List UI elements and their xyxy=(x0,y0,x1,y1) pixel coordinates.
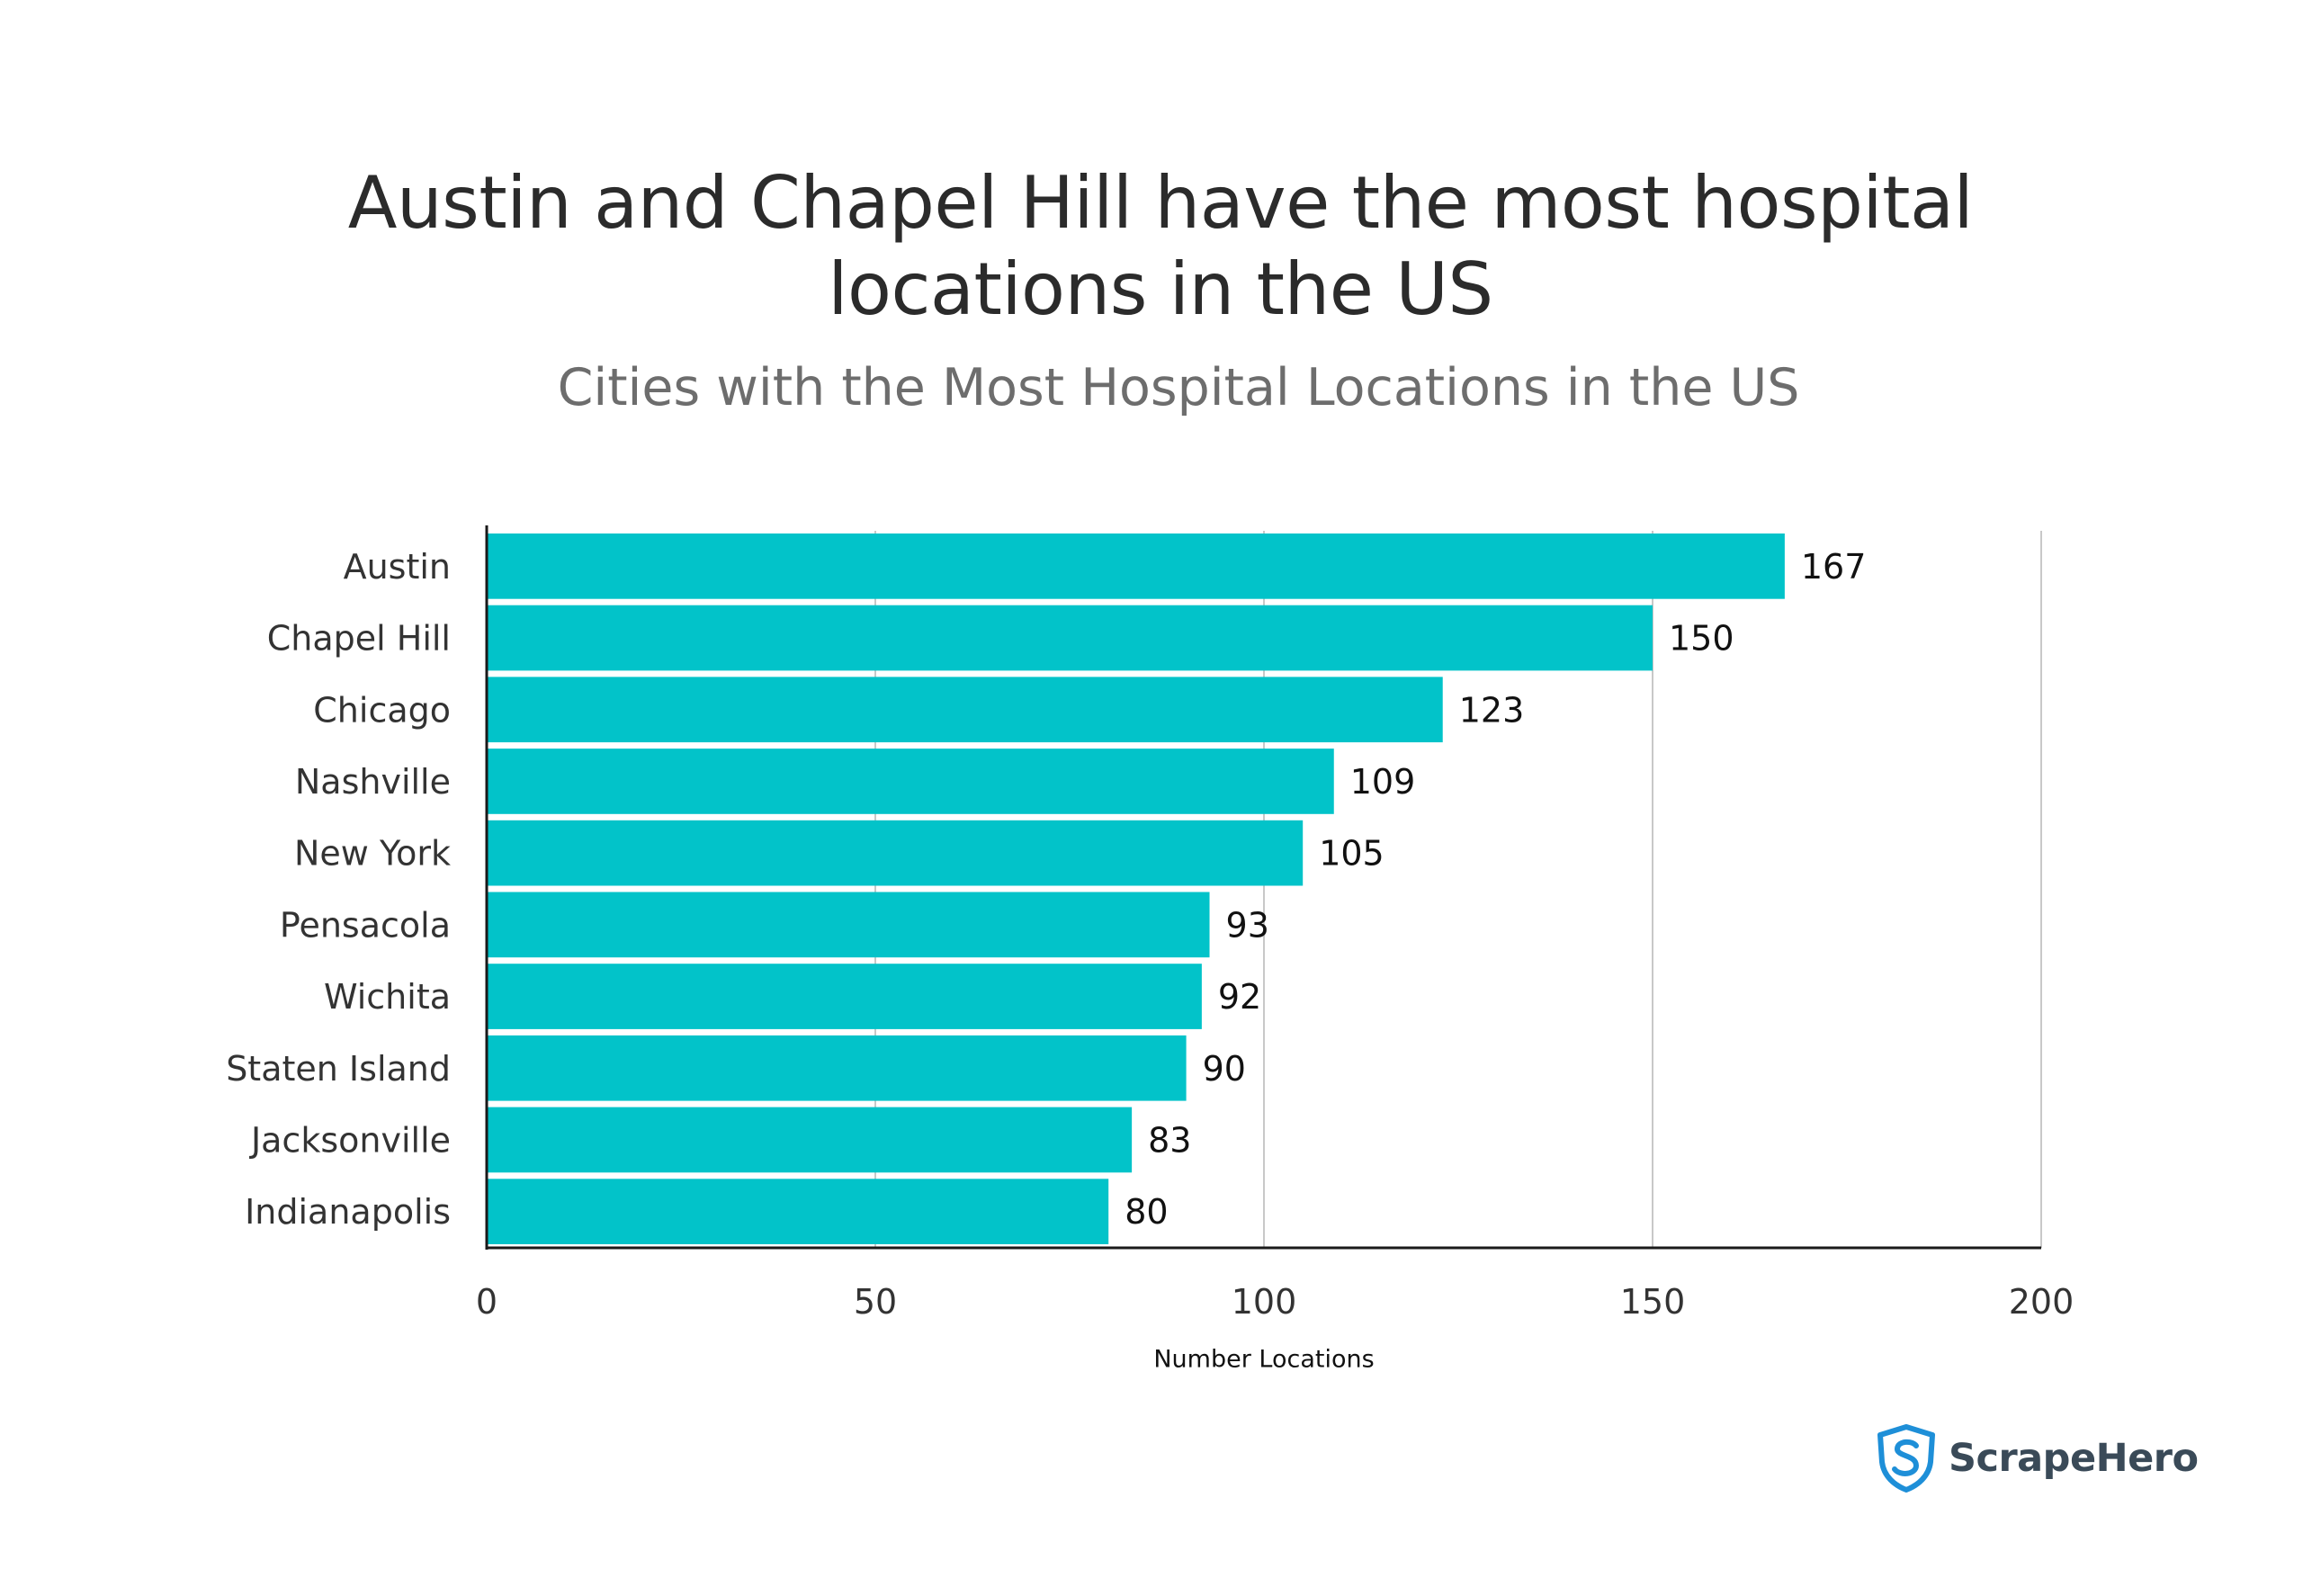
bar-nashville xyxy=(487,749,1334,814)
value-label: 167 xyxy=(1801,547,1867,587)
bar-new-york xyxy=(487,820,1304,886)
category-label: Wichita xyxy=(324,977,451,1017)
bar-chicago xyxy=(487,677,1443,743)
value-label: 90 xyxy=(1203,1049,1246,1089)
value-label: 80 xyxy=(1125,1192,1168,1232)
bar-chapel-hill xyxy=(487,605,1653,671)
category-label: Indianapolis xyxy=(245,1192,451,1232)
x-tick-label: 150 xyxy=(1620,1282,1686,1322)
value-label: 105 xyxy=(1319,834,1384,874)
x-tick-label: 100 xyxy=(1232,1282,1297,1322)
category-label: Jacksonville xyxy=(249,1120,451,1160)
category-label: Nashville xyxy=(295,762,451,802)
bar-wichita xyxy=(487,964,1202,1029)
value-label: 150 xyxy=(1669,619,1734,659)
x-tick-label: 50 xyxy=(854,1282,897,1322)
bar-indianapolis xyxy=(487,1179,1109,1244)
bar-jacksonville xyxy=(487,1107,1133,1173)
category-label: Pensacola xyxy=(280,905,451,945)
x-tick-label: 200 xyxy=(2009,1282,2074,1322)
x-axis-label: Number Locations xyxy=(1153,1346,1374,1374)
brand-logo: ScrapeHero xyxy=(1877,1424,2199,1493)
chart-subtitle: Cities with the Most Hospital Locations … xyxy=(557,358,1800,417)
value-label: 123 xyxy=(1459,690,1525,730)
category-label: Chapel Hill xyxy=(267,619,451,659)
category-label: Staten Island xyxy=(226,1049,451,1089)
value-label: 109 xyxy=(1350,762,1416,802)
bar-staten-island xyxy=(487,1035,1187,1101)
brand-name: ScrapeHero xyxy=(1949,1436,2199,1481)
x-tick-label: 0 xyxy=(476,1282,497,1322)
category-label: Chicago xyxy=(313,690,451,730)
bar-austin xyxy=(487,533,1785,599)
value-label: 93 xyxy=(1226,905,1269,945)
value-label: 92 xyxy=(1218,977,1261,1017)
chart-title: Austin and Chapel Hill have the most hos… xyxy=(0,160,2303,333)
shield-s-icon xyxy=(1877,1424,1935,1493)
category-label: Austin xyxy=(344,547,451,587)
value-label: 83 xyxy=(1148,1120,1191,1160)
category-label: New York xyxy=(294,834,451,874)
bar-pensacola xyxy=(487,892,1210,958)
chart-title-line-1: Austin and Chapel Hill have the most hos… xyxy=(347,161,1974,245)
chart-title-line-2: locations in the US xyxy=(828,247,1493,331)
